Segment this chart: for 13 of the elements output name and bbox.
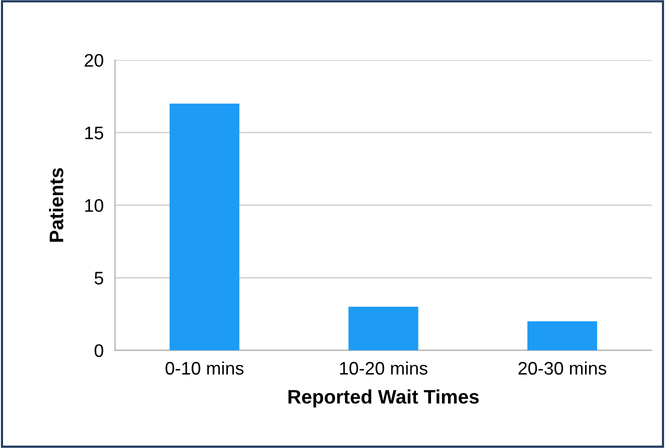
x-tick-label: 20-30 mins	[518, 361, 606, 375]
y-tick-label: 10	[85, 199, 104, 212]
x-tick-label: 0-10 mins	[166, 361, 244, 375]
y-tick-label: 15	[85, 126, 104, 140]
bar	[170, 104, 240, 350]
bar	[527, 321, 598, 350]
x-axis-title: Reported Wait Times	[288, 389, 479, 408]
y-tick-label: 5	[94, 272, 104, 284]
x-tick-label: 10-20 mins	[340, 361, 428, 375]
y-axis-title: Patients	[49, 168, 64, 242]
bar	[348, 306, 418, 350]
y-tick-label: 0	[94, 344, 104, 358]
y-tick-label: 20	[84, 54, 104, 67]
